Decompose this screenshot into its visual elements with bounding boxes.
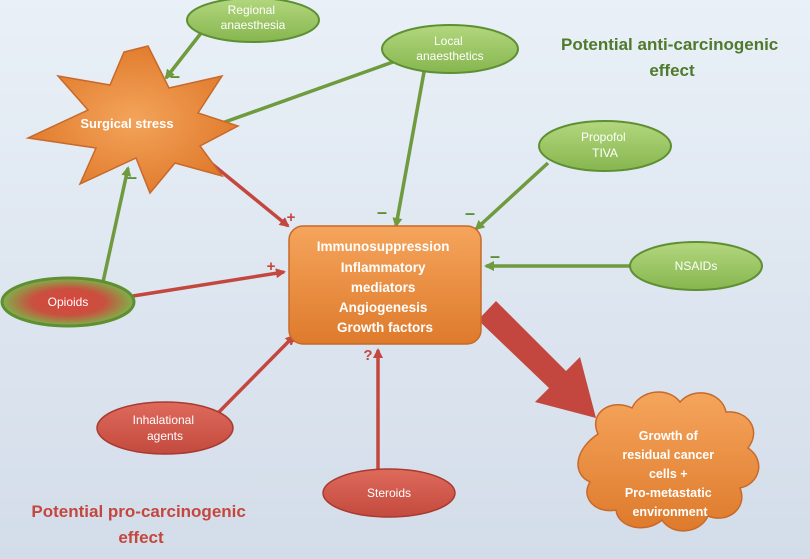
nsaids-label: NSAIDs xyxy=(675,259,718,273)
propofol-tiva-node: Propofol TIVA xyxy=(538,120,672,172)
inhalational-agents-node: Inhalational agents xyxy=(96,401,234,455)
surgical-stress-node: Surgical stress xyxy=(25,45,240,195)
connector-regional-to-stress xyxy=(164,26,207,80)
surgical-stress-label: Surgical stress xyxy=(80,116,173,131)
connector-opioids-to-center xyxy=(132,268,286,298)
nsaids-node: NSAIDs xyxy=(629,241,763,291)
connector-propofol-to-center xyxy=(474,161,550,231)
central-mechanisms-box: Immunosuppression Inflammatory mediators… xyxy=(288,225,482,345)
opioids-node: Opioids xyxy=(0,276,136,328)
minus-sign-local-center: – xyxy=(377,202,387,222)
inhalational-agents-label: Inhalational agents xyxy=(133,413,198,443)
central-mechanisms-label: Immunosuppression Inflammatory mediators… xyxy=(317,239,454,335)
anti-carcinogenic-title: Potential anti-carcinogenic effect xyxy=(561,35,783,80)
minus-sign-propofol: – xyxy=(465,203,475,223)
opioids-label: Opioids xyxy=(48,295,89,309)
plus-sign-stress: + xyxy=(287,209,296,226)
question-sign-steroids: ? xyxy=(363,347,372,364)
outcome-label: Growth of residual cancer cells + Pro-me… xyxy=(622,429,717,519)
steroids-node: Steroids xyxy=(322,468,456,518)
local-anaesthetics-node: Local anaesthetics xyxy=(381,24,519,74)
minus-sign-opioids-stress: – xyxy=(127,167,137,187)
steroids-label: Steroids xyxy=(367,486,411,500)
propofol-tiva-label: Propofol TIVA xyxy=(581,130,629,160)
plus-sign-inhalational: + xyxy=(287,333,296,350)
regional-anaesthesia-label: Regional anaesthesia xyxy=(221,3,286,32)
pro-carcinogenic-title: Potential pro-carcinogenic effect xyxy=(31,502,250,547)
minus-sign-nsaids: – xyxy=(490,246,500,266)
connector-local-to-stress xyxy=(206,60,394,131)
connector-inhalational-to-center xyxy=(215,334,296,416)
outcome-cloud: Growth of residual cancer cells + Pro-me… xyxy=(577,391,760,532)
outcome-arrow xyxy=(478,301,596,418)
regional-anaesthesia-node: Regional anaesthesia xyxy=(186,0,320,43)
plus-sign-opioids: + xyxy=(267,258,276,275)
local-anaesthetics-label: Local anaesthetics xyxy=(416,34,483,63)
connector-opioids-to-stress xyxy=(101,166,132,283)
connector-local-to-center xyxy=(392,71,426,228)
minus-sign-regional: – xyxy=(170,66,180,86)
